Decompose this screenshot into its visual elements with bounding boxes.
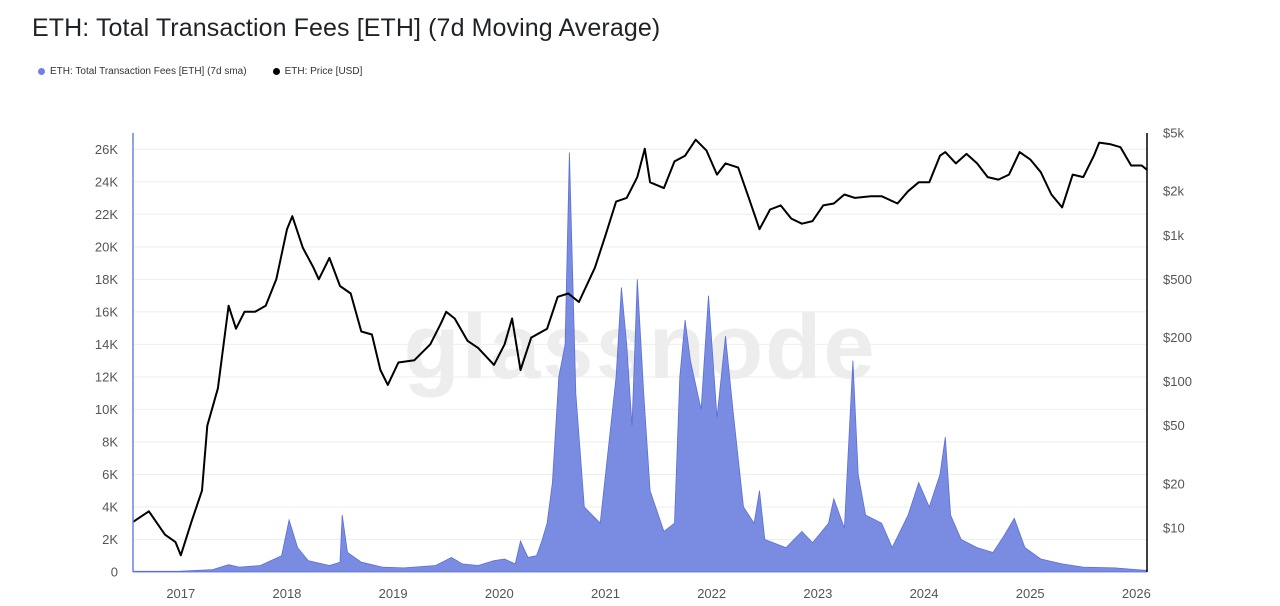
legend-item-fees[interactable]: ETH: Total Transaction Fees [ETH] (7d sm… xyxy=(38,66,247,77)
x-tick-label: 2017 xyxy=(166,586,195,601)
y-right-tick-label: $2k xyxy=(1163,184,1184,199)
x-tick-label: 2024 xyxy=(910,586,939,601)
y-left-tick-label: 26K xyxy=(95,142,118,157)
chart-title: ETH: Total Transaction Fees [ETH] (7d Mo… xyxy=(32,14,661,42)
y-left-tick-label: 24K xyxy=(95,174,118,189)
y-left-tick-label: 12K xyxy=(95,369,118,384)
x-tick-label: 2021 xyxy=(591,586,620,601)
y-left-tick-label: 4K xyxy=(102,499,118,514)
x-tick-label: 2019 xyxy=(379,586,408,601)
legend-fees-label: ETH: Total Transaction Fees [ETH] (7d sm… xyxy=(50,66,247,77)
x-tick-label: 2020 xyxy=(485,586,514,601)
x-tick-label: 2022 xyxy=(697,586,726,601)
y-left-tick-label: 6K xyxy=(102,467,118,482)
fees-area-series xyxy=(132,152,1148,573)
x-tick-label: 2023 xyxy=(803,586,832,601)
x-tick-label: 2026 xyxy=(1122,586,1151,601)
legend-price-label: ETH: Price [USD] xyxy=(284,66,363,77)
y-right-tick-label: $500 xyxy=(1163,272,1192,287)
y-left-tick-label: 20K xyxy=(95,239,118,254)
x-tick-label: 2018 xyxy=(272,586,301,601)
right-axis-ticks: $10 $20 $50 $100 $200 $500 $1k $2k $5k xyxy=(1163,126,1192,536)
y-right-tick-label: $200 xyxy=(1163,330,1192,345)
legend-fees-swatch xyxy=(38,68,45,75)
x-axis-ticks: 2017 2018 2019 2020 2021 2022 2023 2024 2025 2026 xyxy=(166,586,1151,601)
legend-price-swatch xyxy=(272,68,280,75)
x-tick-label: 2025 xyxy=(1016,586,1045,601)
y-left-tick-label: 22K xyxy=(95,207,118,222)
y-right-tick-label: $5k xyxy=(1163,126,1184,141)
y-right-tick-label: $20 xyxy=(1163,476,1185,491)
y-left-tick-label: 8K xyxy=(102,434,118,449)
y-left-tick-label: 16K xyxy=(95,304,118,319)
y-right-tick-label: $1k xyxy=(1163,228,1184,243)
price-line-series xyxy=(132,138,1148,557)
y-left-tick-label: 0 xyxy=(111,565,118,580)
y-left-tick-label: 14K xyxy=(95,337,118,352)
y-right-tick-label: $50 xyxy=(1163,418,1185,433)
y-left-tick-label: 18K xyxy=(95,272,118,287)
y-left-tick-label: 2K xyxy=(102,532,118,547)
y-right-tick-label: $10 xyxy=(1163,520,1185,535)
legend-item-price[interactable]: ETH: Price [USD] xyxy=(272,66,363,77)
y-right-tick-label: $100 xyxy=(1163,374,1192,389)
y-left-tick-label: 10K xyxy=(95,402,118,417)
left-axis-ticks: 0 2K 4K 6K 8K 10K 12K 14K 16K 18K 20K 22K 24K 26K xyxy=(95,142,118,580)
legend: ETH: Total Transaction Fees [ETH] (7d sm… xyxy=(38,66,362,77)
